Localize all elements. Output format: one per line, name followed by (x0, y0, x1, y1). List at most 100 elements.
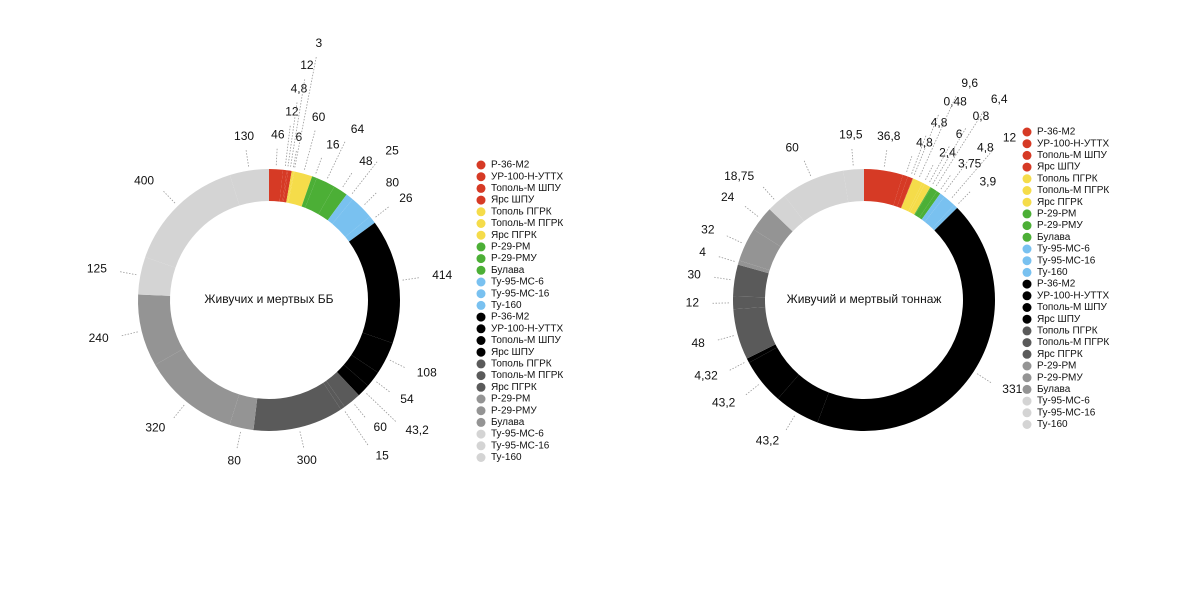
legend-swatch (1022, 267, 1032, 277)
donut-segment (914, 187, 937, 218)
data-label: 46 (271, 127, 285, 141)
data-label: 19,5 (839, 128, 863, 142)
leader-line (315, 156, 323, 174)
leader-line (304, 129, 316, 170)
leader-line (294, 55, 317, 168)
legend-swatch (476, 441, 486, 451)
data-label: 4,32 (694, 369, 718, 383)
donut-segment (914, 187, 932, 216)
legend-swatch (1022, 326, 1032, 336)
leader-line (925, 163, 935, 180)
leader-line (287, 100, 298, 167)
legend-swatch (1022, 174, 1032, 184)
legend-label: Тополь-М ШПУ (1037, 150, 1107, 161)
legend-swatch (476, 417, 486, 427)
legend-label: Р-36-М2 (1037, 279, 1076, 290)
leader-line (354, 404, 367, 419)
leader-line (935, 109, 985, 187)
leader-line (299, 431, 305, 450)
data-label: 3,9 (979, 174, 996, 188)
data-label: 16 (326, 137, 340, 151)
data-label: 43,2 (756, 434, 780, 448)
legend-label: Ярс ПГРК (491, 230, 537, 241)
legend-label: Ту-160 (491, 300, 522, 311)
data-label: 12 (1003, 131, 1017, 145)
data-label: 18,75 (724, 169, 754, 183)
donut-segment (843, 169, 864, 203)
donut-segment (305, 178, 335, 215)
data-label: 108 (417, 366, 437, 380)
legend-swatch (1022, 338, 1032, 348)
legend-swatch (1022, 244, 1032, 254)
data-label: 54 (400, 392, 414, 406)
legend-swatch (476, 160, 486, 170)
leader-line (851, 147, 854, 166)
donut-segment (784, 170, 849, 222)
donut-segment (229, 169, 269, 206)
data-label: 12 (300, 58, 314, 72)
leader-line (951, 147, 996, 198)
leader-line (290, 77, 306, 167)
legend-swatch (476, 219, 486, 228)
data-label: 60 (312, 110, 326, 124)
leader-line (725, 234, 742, 244)
legend-label: Ту-95-МС-16 (1037, 407, 1096, 418)
donut-segment (253, 382, 341, 431)
donut-segment (286, 170, 294, 203)
leader-line (712, 276, 731, 281)
legend-swatch (476, 207, 486, 217)
data-label: 80 (386, 176, 400, 190)
donut-segment (893, 174, 908, 207)
legend-swatch (1022, 127, 1032, 137)
donut-segment (897, 176, 913, 209)
data-label: 64 (351, 122, 365, 136)
legend-swatch (1022, 221, 1032, 231)
legend-swatch (476, 230, 486, 240)
legend-label: Р-29-РМ (491, 394, 530, 405)
leader-line (120, 331, 138, 337)
legend-label: Р-29-РМУ (1037, 220, 1083, 231)
legend-swatch (476, 453, 486, 462)
data-label: 36,8 (877, 129, 901, 143)
legend-swatch (1022, 291, 1032, 301)
legend-swatch (476, 289, 486, 299)
donut-segment (336, 364, 369, 396)
donut-segment (769, 195, 804, 232)
data-label: 9,6 (961, 76, 978, 90)
leader-line (375, 205, 391, 218)
data-label: 400 (134, 174, 154, 188)
leader-line (919, 94, 957, 178)
data-label: 26 (399, 191, 413, 205)
legend-swatch (1022, 396, 1032, 406)
legend-swatch (1022, 186, 1032, 195)
donut-segment (733, 306, 776, 359)
donut-segment (301, 176, 317, 208)
data-label: 331 (1002, 382, 1022, 396)
leader-line (929, 145, 951, 183)
leader-line (118, 271, 137, 276)
leader-line (351, 160, 379, 194)
donut-segment (777, 374, 829, 423)
legend-swatch (476, 300, 486, 310)
data-label: 43,2 (712, 395, 736, 409)
legend-label: Р-29-РМ (1037, 361, 1076, 372)
legend-swatch (1022, 139, 1032, 149)
leader-line (761, 185, 775, 200)
data-label: 240 (89, 331, 109, 345)
donut-segment (924, 196, 955, 229)
legend-label: Ту-160 (1037, 419, 1068, 430)
leader-line (292, 149, 298, 168)
donut-segment (733, 296, 766, 310)
legend-swatch (476, 406, 486, 416)
legend-label: Тополь-М ПГРК (491, 370, 563, 381)
donut-segment (737, 260, 770, 274)
donut-segment (351, 332, 393, 373)
legend-swatch (476, 183, 486, 193)
donut-segment (283, 170, 292, 203)
data-label: 48 (359, 154, 373, 168)
legend-swatch (476, 277, 486, 287)
data-label: 320 (145, 421, 165, 435)
legend-swatch (476, 359, 486, 369)
leader-line (958, 190, 972, 204)
leader-line (911, 134, 927, 174)
